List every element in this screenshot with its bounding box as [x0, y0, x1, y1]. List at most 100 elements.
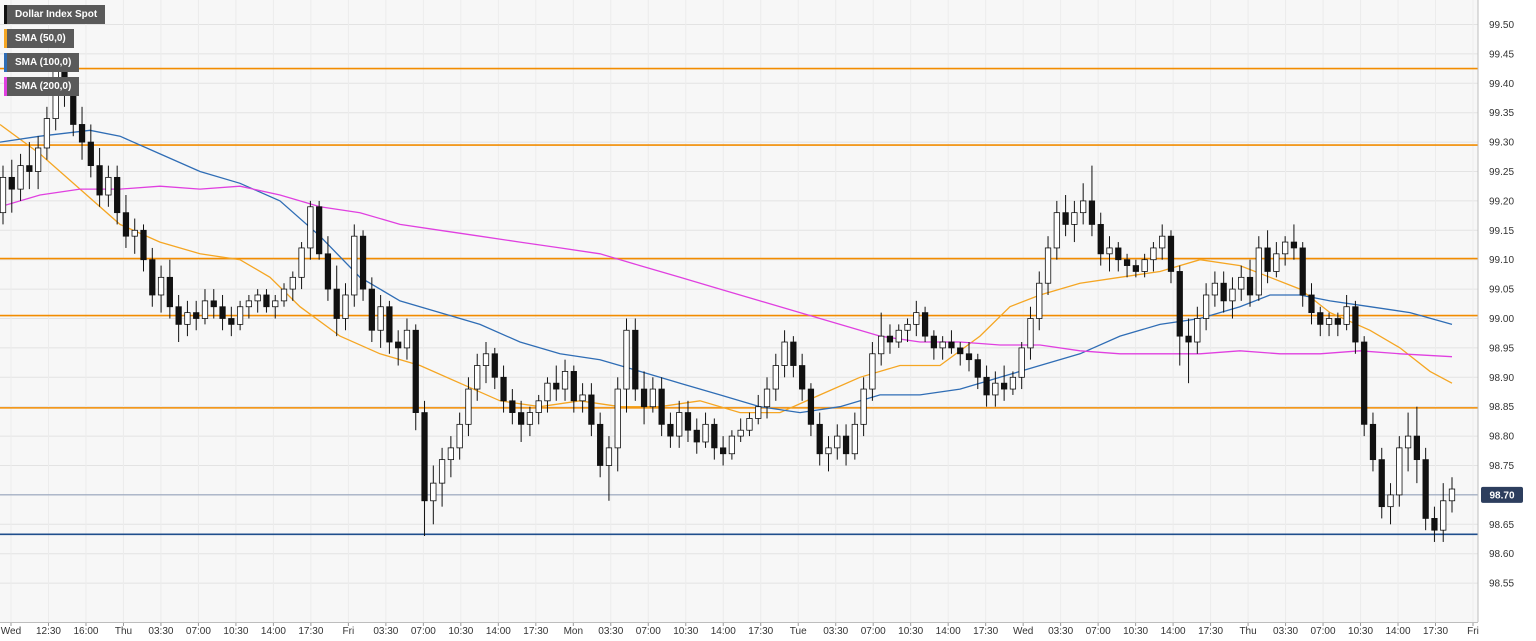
candle	[676, 400, 683, 448]
candle-body	[948, 341, 955, 349]
candle-body	[825, 447, 832, 455]
candle	[1036, 271, 1043, 331]
candle-body	[78, 124, 86, 143]
candle	[1334, 312, 1341, 337]
x-tick-label: 07:00	[1311, 626, 1336, 637]
candle-body	[834, 435, 841, 449]
candle	[386, 300, 393, 354]
candle	[772, 353, 779, 401]
plot-background	[0, 0, 1478, 622]
candle-body	[676, 412, 683, 437]
candle-body	[1238, 276, 1245, 290]
candle-body	[1369, 423, 1377, 461]
candle	[272, 294, 279, 319]
candle	[1106, 236, 1113, 272]
x-tick-label: 16:00	[73, 626, 98, 637]
candle-body	[561, 371, 569, 390]
legend-item-sma-50[interactable]: SMA (50,0)	[4, 29, 105, 48]
candle-body	[1229, 288, 1236, 302]
candle	[482, 342, 490, 384]
candle-body	[851, 423, 858, 455]
candle-body	[842, 435, 850, 455]
x-tick-label: 10:30	[673, 626, 698, 637]
x-tick-label: 14:00	[1386, 626, 1411, 637]
x-tick-label: Wed	[1013, 626, 1033, 637]
candle	[324, 236, 332, 301]
legend-item-sma-100[interactable]: SMA (100,0)	[4, 53, 105, 72]
candle-body	[640, 388, 648, 408]
y-tick-label: 99.10	[1489, 255, 1514, 266]
candle	[509, 389, 516, 425]
candle	[579, 383, 586, 413]
candle-body	[1062, 212, 1069, 225]
candle-body	[1413, 435, 1420, 461]
candle-body	[465, 388, 472, 425]
x-tick-label: 17:30	[748, 626, 773, 637]
candle-body	[131, 229, 138, 237]
candle	[1088, 165, 1096, 237]
candle	[1238, 265, 1245, 301]
candle-body	[1036, 282, 1043, 319]
last-price-label: 98.70	[1489, 490, 1514, 501]
candle	[368, 277, 375, 343]
candle-body	[737, 429, 744, 437]
candle-body	[1361, 341, 1368, 425]
candle-body	[570, 371, 577, 402]
legend-item-price[interactable]: Dollar Index Spot	[4, 5, 106, 24]
candle-body	[35, 147, 42, 172]
legend-label: SMA (50,0)	[7, 29, 74, 48]
candle-body	[649, 388, 656, 408]
legend-swatch	[4, 29, 7, 48]
candle-body	[1440, 500, 1447, 531]
candle-body	[1009, 376, 1017, 390]
candle-body	[1246, 276, 1254, 296]
candle-body	[1071, 212, 1078, 225]
legend-item-sma-200[interactable]: SMA (200,0)	[4, 77, 105, 96]
candle	[1273, 242, 1280, 278]
candle-body	[1334, 318, 1341, 325]
candle-body	[351, 235, 358, 296]
candle	[35, 136, 42, 190]
x-tick-label: 14:00	[486, 626, 511, 637]
candle-body	[272, 300, 279, 308]
candle-body	[1080, 200, 1087, 214]
candle	[316, 200, 323, 260]
candle-body	[421, 412, 428, 502]
candle	[816, 412, 823, 466]
candle	[869, 342, 876, 401]
candle	[1115, 242, 1122, 272]
x-tick-label: 10:30	[223, 626, 248, 637]
x-tick-label: 14:00	[936, 626, 961, 637]
x-tick-label: 14:00	[261, 626, 286, 637]
candle	[1413, 406, 1420, 484]
x-tick-label: 07:00	[411, 626, 436, 637]
candle	[421, 400, 428, 537]
x-tick-label: 03:30	[1273, 626, 1298, 637]
candle-body	[280, 288, 288, 302]
candle	[210, 289, 217, 319]
candle-body	[96, 165, 103, 196]
candle	[236, 300, 244, 331]
candle	[939, 336, 946, 360]
candle-body	[1431, 518, 1438, 531]
candle-body	[790, 341, 797, 366]
candle-body	[878, 335, 885, 355]
candle	[1123, 253, 1131, 278]
y-tick-label: 99.00	[1489, 314, 1514, 325]
candle-body	[17, 165, 24, 190]
candle-body	[1378, 459, 1385, 508]
candle	[605, 436, 613, 501]
candle	[1220, 271, 1227, 313]
candle	[0, 165, 7, 225]
candle	[1018, 342, 1025, 390]
candle-body	[1404, 435, 1412, 449]
candle	[1053, 200, 1060, 260]
sma-line	[0, 185, 1453, 358]
candle	[228, 306, 235, 337]
candle	[87, 124, 94, 178]
candle	[17, 153, 24, 201]
candle	[878, 312, 885, 366]
candle-body	[518, 412, 525, 425]
candle-body	[895, 329, 902, 343]
